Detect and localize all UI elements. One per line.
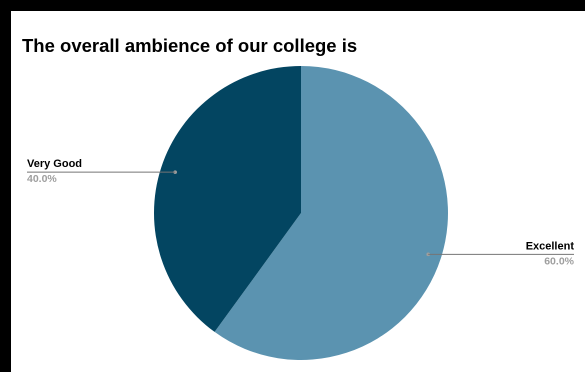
slice-percent-excellent: 60.0% bbox=[544, 255, 574, 267]
chart-title: The overall ambience of our college is bbox=[22, 35, 358, 56]
pie-slice-excellent[interactable] bbox=[214, 66, 448, 360]
pie-chart: Excellent 60.0% Very Good 40.0% bbox=[27, 66, 575, 360]
slice-label-very-good: Very Good bbox=[27, 158, 82, 170]
chart-frame: The overall ambience of our college is E… bbox=[11, 11, 585, 372]
slice-percent-very-good: 40.0% bbox=[27, 173, 57, 185]
slice-label-excellent: Excellent bbox=[526, 240, 575, 252]
pie-slice-very-good[interactable] bbox=[153, 66, 301, 332]
